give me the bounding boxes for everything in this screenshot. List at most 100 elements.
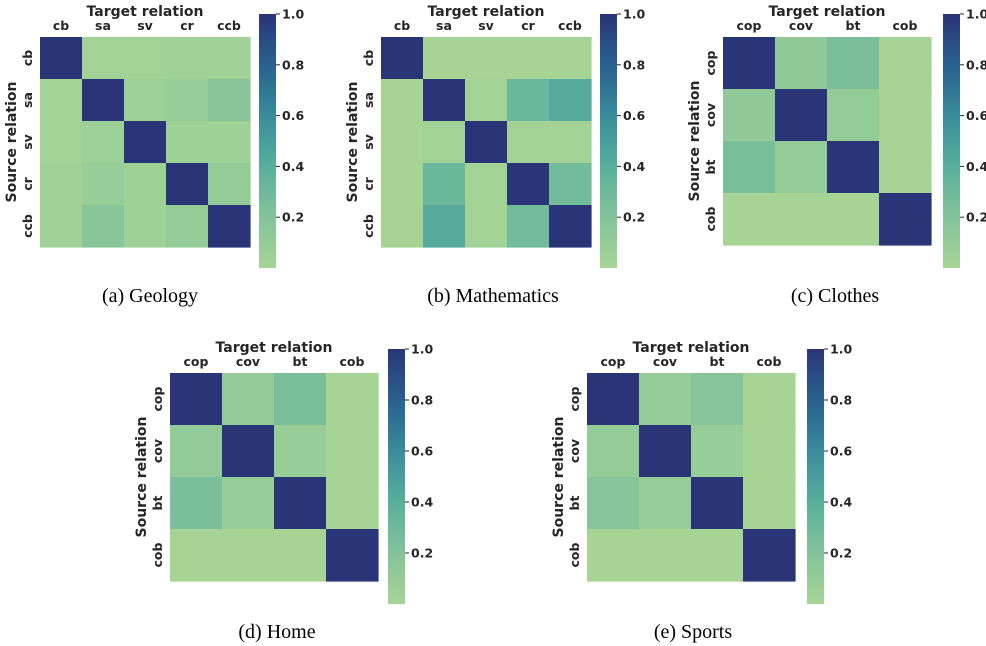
- x-tick-label: sa: [436, 18, 452, 33]
- y-tick-label: cob: [150, 542, 165, 567]
- colorbar-tick-label: 0.6: [623, 108, 645, 123]
- heatmap-cell: [82, 163, 125, 206]
- x-tick-label: cov: [789, 18, 813, 33]
- y-axis-title: Source relation: [687, 81, 703, 202]
- x-tick-label: ccb: [558, 18, 582, 33]
- colorbar-tick-label: 1.0: [411, 342, 433, 357]
- y-tick-label: ccb: [20, 214, 35, 238]
- heatmap-cell: [166, 121, 209, 164]
- heatmap-cell: [40, 79, 83, 122]
- colorbar-tick-label: 0.4: [282, 159, 304, 174]
- y-tick-label: cop: [567, 386, 582, 411]
- heatmap-cell: [208, 37, 251, 80]
- x-tick-label: cr: [521, 18, 535, 33]
- heatmap-cell: [423, 79, 466, 122]
- x-tick-label: cop: [737, 18, 762, 33]
- heatmap-cell: [166, 79, 209, 122]
- heatmap-cell: [723, 141, 776, 194]
- heatmap-cell: [879, 89, 932, 142]
- heatmap-cell: [549, 205, 592, 248]
- subfigure-caption: (d) Home: [238, 621, 315, 643]
- colorbar-tick-label: 0.6: [966, 108, 986, 123]
- colorbar-tick-label: 1.0: [830, 342, 852, 357]
- heatmap-cell: [222, 529, 275, 582]
- x-tick-label: bt: [710, 354, 725, 369]
- y-tick-label: cov: [567, 439, 582, 463]
- heatmap-cell: [82, 121, 125, 164]
- heatmap-cell: [549, 79, 592, 122]
- y-tick-label: sa: [20, 92, 35, 108]
- y-tick-label: cob: [567, 542, 582, 567]
- y-tick-label: cr: [361, 176, 376, 190]
- colorbar-tick-label: 0.2: [966, 210, 986, 225]
- colorbar-tick-label: 0.4: [830, 495, 852, 510]
- heatmap-cell: [124, 163, 167, 206]
- heatmap-cell: [423, 205, 466, 248]
- x-axis-title: Target relation: [87, 4, 204, 20]
- heatmap-cell: [166, 205, 209, 248]
- y-tick-label: sa: [361, 92, 376, 108]
- heatmap-cell: [222, 477, 275, 530]
- y-tick-label: cb: [20, 50, 35, 66]
- heatmap-cell: [723, 37, 776, 90]
- y-tick-label: cr: [20, 176, 35, 190]
- heatmap-cell: [587, 373, 640, 426]
- x-tick-label: cb: [53, 18, 69, 33]
- heatmap-cell: [170, 477, 223, 530]
- heatmap-cell: [208, 205, 251, 248]
- heatmap-cell: [587, 529, 640, 582]
- heatmap-cell: [170, 425, 223, 478]
- heatmap-cell: [381, 37, 424, 80]
- x-tick-label: cov: [653, 354, 677, 369]
- heatmap-cell: [507, 205, 550, 248]
- colorbar: [600, 14, 617, 268]
- y-tick-label: bt: [703, 160, 718, 175]
- heatmap-cell: [691, 373, 744, 426]
- x-axis-title: Target relation: [769, 4, 886, 20]
- x-tick-label: cob: [340, 354, 365, 369]
- heatmap-cell: [549, 121, 592, 164]
- heatmap-cell: [82, 79, 125, 122]
- colorbar-tick-label: 0.2: [623, 210, 645, 225]
- heatmap-cell: [381, 163, 424, 206]
- colorbar-tick-label: 0.8: [282, 57, 304, 72]
- heatmap-cell: [274, 477, 327, 530]
- heatmap-cell: [775, 89, 828, 142]
- heatmap-cell: [274, 373, 327, 426]
- subfigure-caption: (c) Clothes: [791, 285, 880, 307]
- heatmap-cell: [124, 79, 167, 122]
- heatmap-cell: [507, 79, 550, 122]
- colorbar-tick-label: 0.2: [282, 210, 304, 225]
- x-tick-label: cop: [601, 354, 626, 369]
- heatmap-cell: [274, 529, 327, 582]
- heatmap-cell: [775, 193, 828, 246]
- subfigure-caption: (b) Mathematics: [427, 285, 559, 307]
- y-axis-title: Source relation: [134, 417, 150, 538]
- x-tick-label: sa: [95, 18, 111, 33]
- colorbar-tick-label: 0.4: [623, 159, 645, 174]
- colorbar: [388, 349, 405, 604]
- heatmap-cell: [691, 477, 744, 530]
- x-tick-label: cr: [180, 18, 194, 33]
- colorbar-tick-label: 0.2: [830, 546, 852, 561]
- heatmap-cell: [381, 79, 424, 122]
- colorbar: [807, 349, 824, 604]
- x-tick-label: sv: [137, 18, 153, 33]
- heatmap-cell: [381, 121, 424, 164]
- colorbar-tick-label: 0.8: [966, 57, 986, 72]
- heatmap-cell: [170, 373, 223, 426]
- heatmap-cell: [879, 37, 932, 90]
- heatmap-cell: [423, 37, 466, 80]
- heatmap-cell: [827, 141, 880, 194]
- y-axis-title: Source relation: [551, 417, 567, 538]
- x-tick-label: cob: [757, 354, 782, 369]
- heatmap-cell: [507, 121, 550, 164]
- x-tick-label: cop: [184, 354, 209, 369]
- colorbar-tick-label: 1.0: [966, 7, 986, 22]
- colorbar-tick-label: 0.8: [411, 393, 433, 408]
- x-tick-label: cb: [394, 18, 410, 33]
- heatmap-cell: [587, 477, 640, 530]
